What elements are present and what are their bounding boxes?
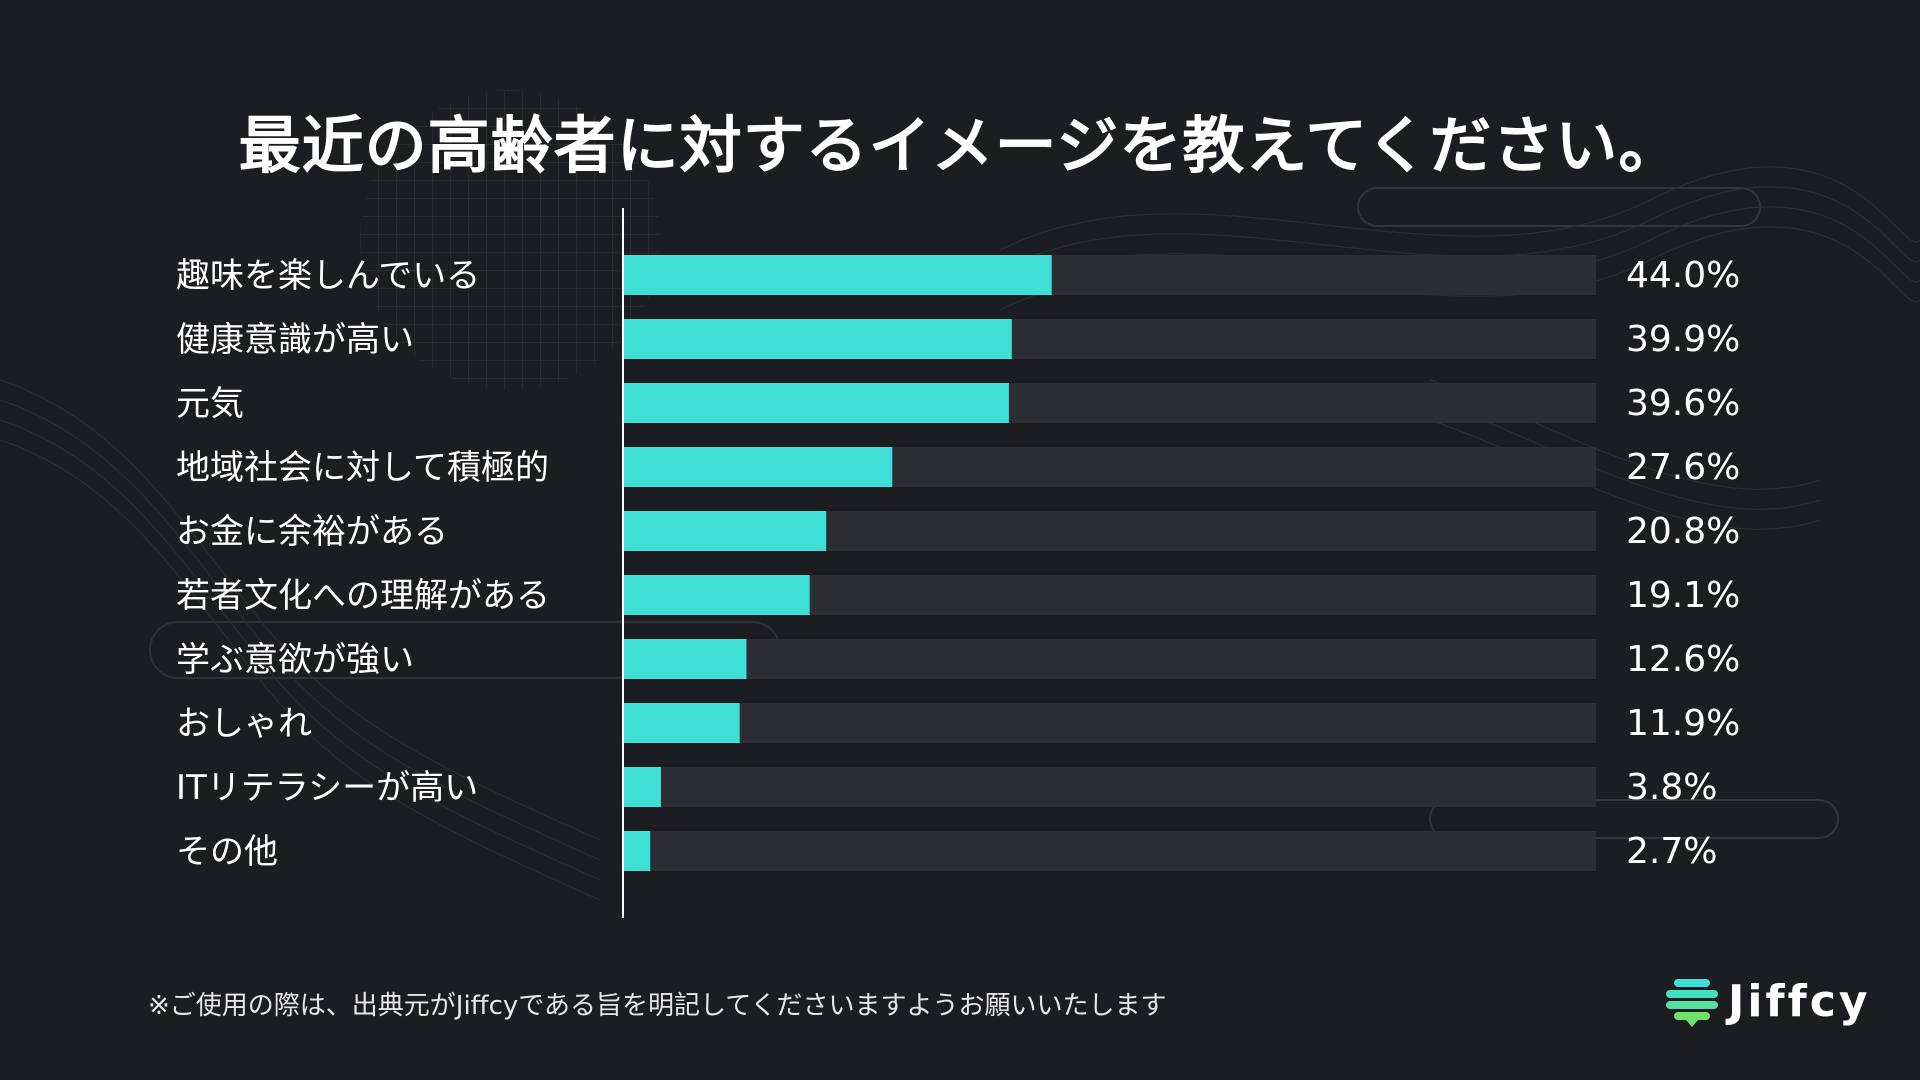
bar-track [624,767,1596,807]
value-label: 19.1% [1626,575,1740,616]
brand-name: Jiffcy [1728,976,1871,1027]
value-label: 2.7% [1626,831,1717,872]
category-label: ITリテラシーが高い [176,768,478,808]
chart-title: 最近の高齢者に対するイメージを教えてください。 [238,109,1682,182]
bar [624,575,810,615]
bar [624,319,1012,359]
usage-note: ※ご使用の際は、出典元がJiffcyである旨を明記してくださいますようお願いいた… [148,991,1167,1021]
category-label: 健康意識が高い [176,320,414,360]
value-label: 12.6% [1626,639,1740,680]
value-label: 20.8% [1626,511,1740,552]
bar [624,383,1009,423]
category-label: 元気 [176,384,244,424]
category-label: おしゃれ [176,704,312,744]
bar [624,255,1052,295]
category-label: 地域社会に対して積極的 [176,448,549,488]
value-label: 27.6% [1626,447,1740,488]
bar [624,639,747,679]
category-label: お金に余裕がある [176,512,448,552]
category-label: 趣味を楽しんでいる [176,256,480,296]
jiffcy-logo-icon [1666,978,1718,1027]
category-label: 学ぶ意欲が強い [176,640,414,680]
bar [624,767,661,807]
bar-track [624,831,1596,871]
value-label: 39.6% [1626,383,1740,424]
value-label: 39.9% [1626,319,1740,360]
value-label: 44.0% [1626,255,1740,296]
bar-track [624,703,1596,743]
bar [624,511,827,551]
category-label: 若者文化への理解がある [176,576,550,616]
bar-track [624,639,1596,679]
category-label: その他 [176,832,278,872]
value-label: 11.9% [1626,703,1740,744]
value-label: 3.8% [1626,767,1717,808]
brand-logo: Jiffcy [1664,976,1871,1027]
bar [624,703,740,743]
bar [624,831,651,871]
bar [624,447,893,487]
